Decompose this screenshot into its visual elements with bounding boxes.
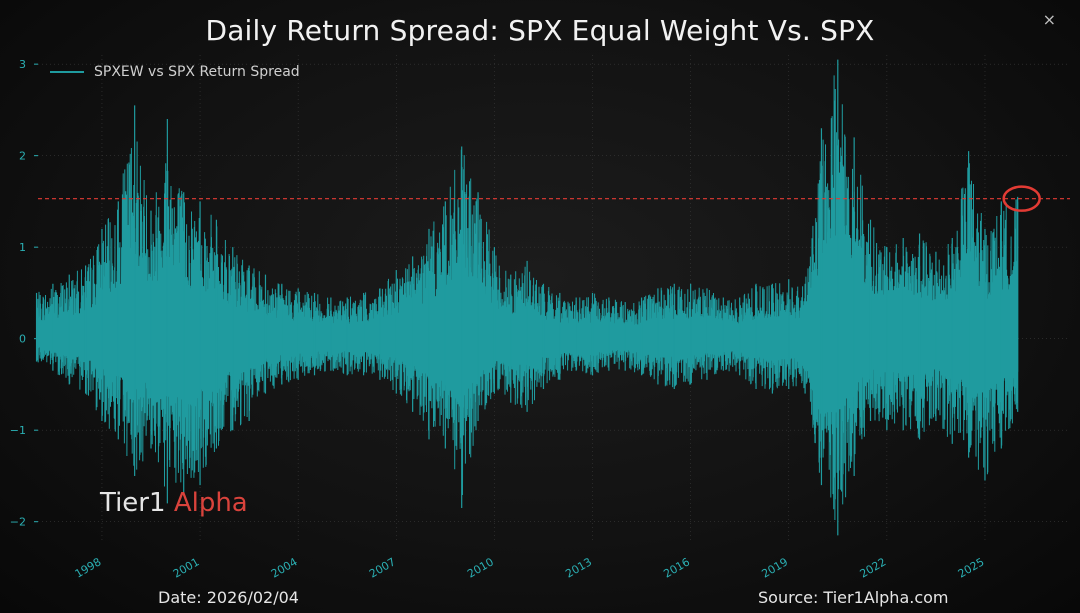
legend-label: SPXEW vs SPX Return Spread (94, 64, 300, 80)
footer-source: Source: Tier1Alpha.com (758, 588, 949, 607)
brand-part1: Tier1 (100, 488, 166, 518)
y-tick-label: −1 (10, 424, 26, 437)
highlight-circle (1002, 185, 1041, 212)
y-tick-label: 1 (19, 241, 26, 254)
series-layer (35, 59, 1019, 536)
y-tick-label: 3 (19, 58, 26, 71)
chart-title: Daily Return Spread: SPX Equal Weight Vs… (205, 14, 875, 47)
y-tick-label: 0 (19, 333, 26, 346)
legend-swatch (50, 71, 84, 73)
footer-date: Date: 2026/02/04 (158, 588, 299, 607)
annotation-layer (38, 185, 1070, 212)
brand-logo: Tier1 Alpha (100, 488, 248, 518)
x-tick-label: 2004 (269, 555, 300, 580)
x-tick-label: 2016 (661, 555, 692, 580)
x-tick-label: 2013 (563, 555, 594, 580)
x-tick-label: 2025 (956, 555, 987, 580)
x-tick-label: 2007 (367, 555, 398, 580)
x-tick-label: 2001 (171, 555, 202, 580)
chart-legend: SPXEW vs SPX Return Spread (50, 64, 300, 80)
brand-part2: Alpha (173, 488, 248, 518)
x-tick-label: 2010 (465, 555, 496, 580)
close-icon[interactable]: × (1042, 10, 1056, 29)
x-tick-label: 2022 (858, 555, 889, 580)
x-tick-label: 1998 (73, 555, 104, 580)
y-tick-label: −2 (10, 516, 26, 529)
x-tick-label: 2019 (759, 555, 790, 580)
grid-layer (38, 55, 1070, 540)
y-tick-label: 2 (19, 150, 26, 163)
